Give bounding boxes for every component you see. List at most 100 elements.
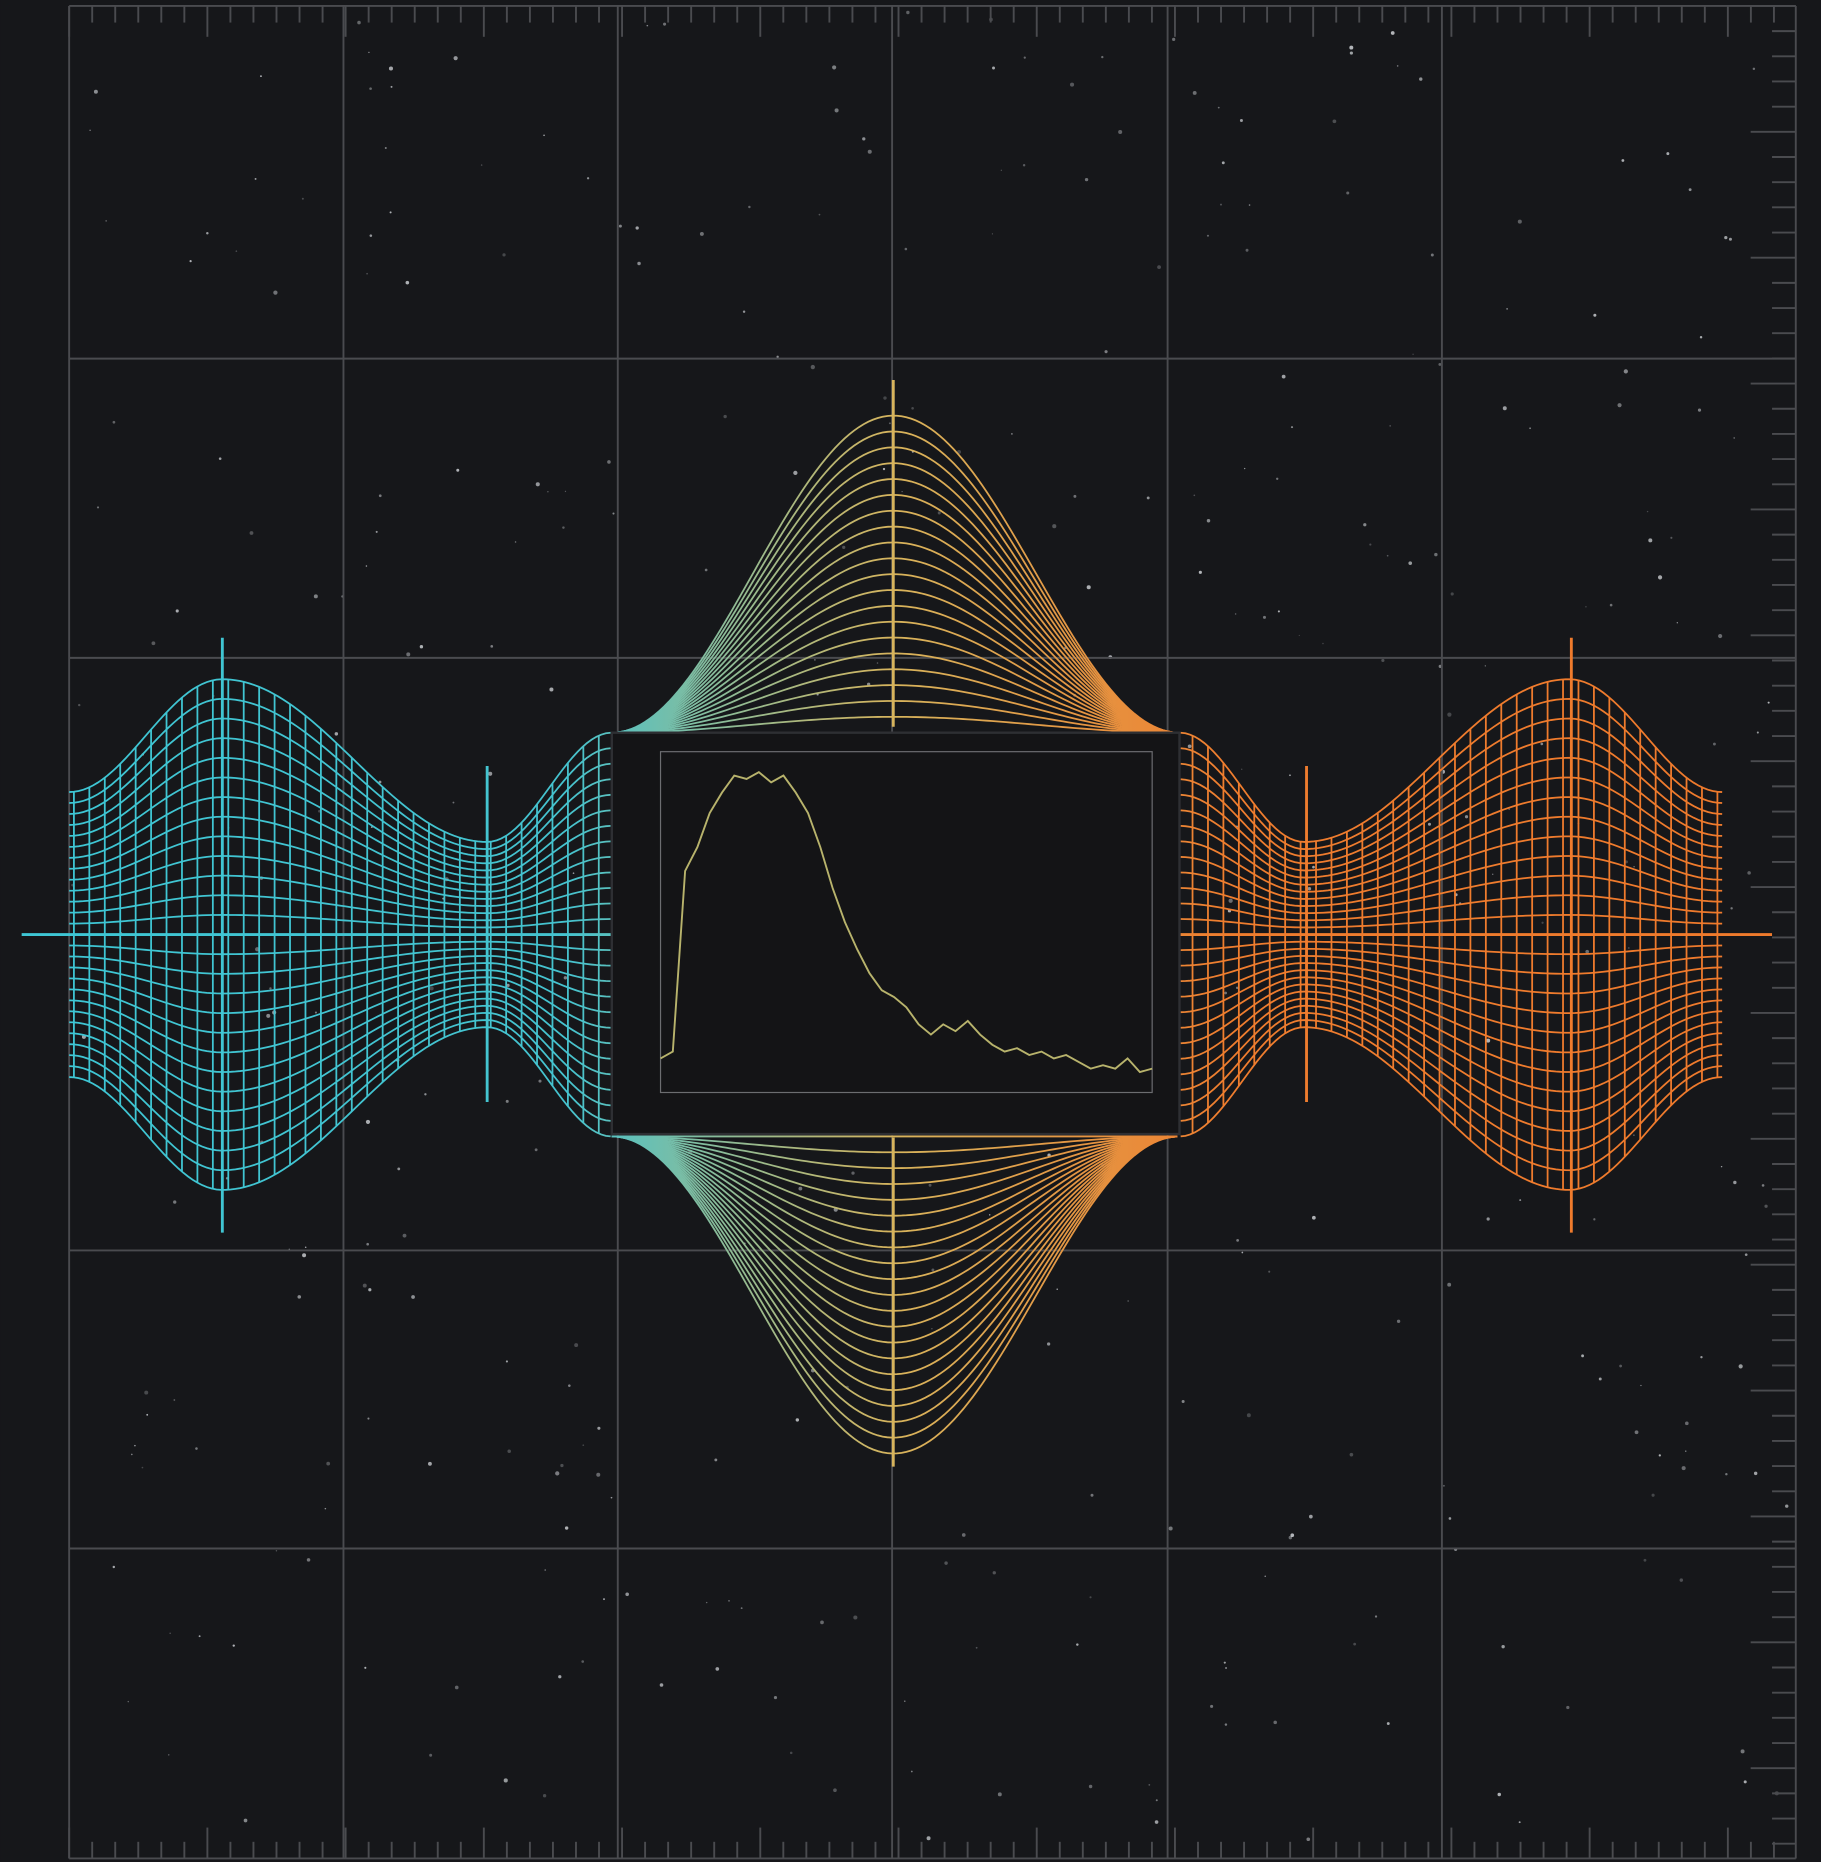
- star: [1046, 1342, 1051, 1346]
- star: [1349, 51, 1353, 55]
- star: [1206, 234, 1210, 237]
- star: [1666, 152, 1670, 156]
- star: [1486, 1217, 1490, 1221]
- star: [534, 1148, 538, 1152]
- star: [1187, 744, 1192, 749]
- star: [175, 609, 179, 613]
- star: [882, 467, 886, 471]
- star: [1640, 1384, 1642, 1387]
- star: [1518, 1821, 1521, 1824]
- star: [269, 987, 272, 990]
- star: [564, 490, 567, 493]
- star: [1198, 570, 1202, 574]
- star: [456, 468, 460, 472]
- star: [1743, 1780, 1747, 1784]
- mesh-line: [1180, 698, 1723, 850]
- star: [1753, 1471, 1758, 1476]
- mesh-line: [1180, 947, 1723, 975]
- mesh-line: [69, 894, 611, 922]
- star: [1223, 1661, 1226, 1664]
- star: [1688, 188, 1692, 192]
- star: [798, 1186, 803, 1191]
- mesh-line: [69, 776, 611, 879]
- star: [901, 490, 903, 493]
- star: [906, 10, 910, 15]
- star: [189, 260, 192, 263]
- star: [1619, 1364, 1623, 1368]
- star: [1127, 1300, 1129, 1302]
- star: [365, 1119, 371, 1124]
- star: [1430, 253, 1434, 257]
- star: [610, 1496, 613, 1499]
- star: [1146, 496, 1150, 500]
- star: [1419, 77, 1423, 81]
- star: [429, 986, 434, 991]
- star: [1290, 426, 1294, 429]
- star: [535, 482, 540, 487]
- star: [663, 22, 667, 26]
- star: [390, 85, 393, 88]
- star: [833, 1788, 837, 1793]
- star: [547, 491, 549, 493]
- star: [582, 1444, 585, 1446]
- star: [1245, 248, 1249, 252]
- mesh-line: [69, 698, 611, 850]
- star: [1210, 1704, 1214, 1708]
- star: [375, 530, 378, 533]
- star: [1236, 1239, 1239, 1242]
- star: [549, 687, 554, 692]
- star: [488, 771, 493, 776]
- star: [1056, 1288, 1058, 1290]
- star: [1744, 1253, 1748, 1256]
- mesh-line: [1180, 737, 1723, 865]
- star: [1501, 1644, 1505, 1649]
- star: [1658, 1454, 1661, 1457]
- star: [1623, 369, 1628, 374]
- star: [931, 1268, 935, 1272]
- star: [1685, 1450, 1687, 1452]
- star: [388, 66, 394, 71]
- star: [1332, 119, 1337, 124]
- mesh-line: [1180, 962, 1723, 1015]
- star: [1541, 921, 1544, 924]
- mesh-line: [1180, 776, 1723, 879]
- star: [198, 1635, 201, 1638]
- star: [1412, 353, 1414, 355]
- star: [206, 232, 209, 235]
- star: [243, 1818, 248, 1823]
- star: [301, 197, 304, 200]
- star: [1243, 467, 1246, 470]
- star: [326, 1461, 331, 1466]
- star: [793, 470, 798, 475]
- star: [427, 1461, 432, 1466]
- mesh-line: [1180, 1019, 1723, 1172]
- star: [1349, 45, 1354, 50]
- mesh-line: [1180, 969, 1723, 1034]
- star: [1593, 313, 1597, 317]
- star: [1593, 1218, 1596, 1221]
- star: [1752, 67, 1756, 71]
- star: [389, 211, 392, 214]
- star: [1235, 986, 1239, 990]
- star: [910, 1770, 913, 1773]
- star: [1761, 1184, 1765, 1187]
- star: [1168, 1526, 1173, 1531]
- star: [1288, 1535, 1293, 1540]
- star: [218, 457, 222, 460]
- mesh-line: [1180, 1004, 1723, 1132]
- star: [603, 1598, 605, 1601]
- star: [1508, 808, 1511, 811]
- star: [659, 1683, 664, 1687]
- star: [572, 872, 575, 874]
- mesh-line: [1180, 914, 1723, 929]
- star: [1000, 169, 1003, 172]
- star: [1084, 177, 1089, 182]
- star: [1298, 634, 1300, 637]
- star: [568, 1384, 571, 1387]
- star: [306, 1558, 311, 1562]
- star: [105, 219, 108, 222]
- star: [1756, 731, 1759, 734]
- star: [1634, 1430, 1639, 1435]
- mesh-line: [1180, 1026, 1723, 1191]
